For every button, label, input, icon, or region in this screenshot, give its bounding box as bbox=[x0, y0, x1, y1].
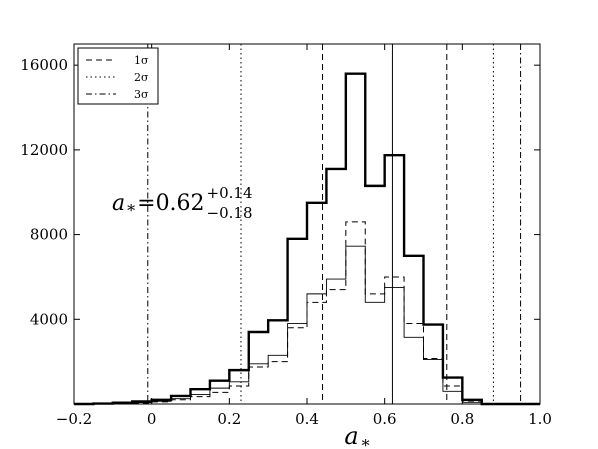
x-axis-label: a * bbox=[344, 422, 369, 449]
x-axis-label-symbol: a bbox=[344, 422, 358, 449]
legend: 1σ 2σ 3σ bbox=[77, 47, 159, 105]
y-tick-label: 4000 bbox=[30, 310, 68, 328]
x-tick-label: 0 bbox=[147, 410, 157, 428]
annotation-equals: = bbox=[137, 191, 155, 216]
x-tick-label: −0.2 bbox=[56, 410, 92, 428]
y-tick-label: 8000 bbox=[30, 226, 68, 244]
x-tick-label: 0.6 bbox=[373, 410, 397, 428]
x-tick-label: 1.0 bbox=[528, 410, 552, 428]
x-tick-label: 0.2 bbox=[217, 410, 241, 428]
histogram-series-thick-solid bbox=[74, 72, 540, 406]
legend-label: 3σ bbox=[134, 88, 149, 101]
legend-box bbox=[77, 47, 159, 105]
annotation-lower-error: −0.18 bbox=[207, 204, 253, 222]
annotation-symbol: a bbox=[112, 191, 125, 216]
annotation-upper-error: +0.14 bbox=[207, 184, 253, 202]
estimate-annotation: a *=0.62 +0.14 −0.18 bbox=[112, 184, 253, 222]
x-tick-label: 0.4 bbox=[295, 410, 319, 428]
annotation-subscript: * bbox=[127, 201, 135, 220]
x-tick-label: 0.8 bbox=[450, 410, 474, 428]
histogram-series-dashed bbox=[74, 221, 540, 405]
legend-label: 1σ bbox=[134, 54, 149, 67]
annotation-value: 0.62 bbox=[156, 191, 205, 216]
svg-text:a*=0.62: a *=0.62 bbox=[112, 191, 205, 220]
axis-ticks: −0.2 0 0.2 0.4 0.6 0.8 1.0 4000 8000 12000 16000 bbox=[20, 44, 552, 428]
y-tick-label: 12000 bbox=[20, 141, 68, 159]
x-axis-label-subscript: * bbox=[362, 436, 370, 449]
legend-label: 2σ bbox=[134, 71, 149, 84]
y-tick-label: 16000 bbox=[20, 56, 68, 74]
